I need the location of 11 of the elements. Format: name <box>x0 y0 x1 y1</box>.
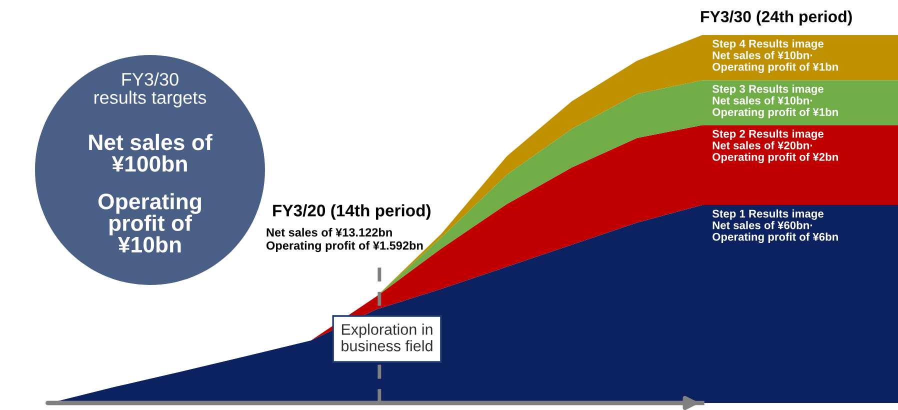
annotation: Net sales of ¥100bn <box>89 134 212 172</box>
series-label: Step 2 Results image Net sales of ¥20bn· Operating profit of ¥2bn <box>712 130 838 164</box>
annotation: Operating profit of ¥10bn <box>98 193 201 253</box>
annotation: FY3/30 results targets <box>94 72 206 108</box>
annotation: FY3/20 (14th period) <box>273 204 430 220</box>
series-label: Step 3 Results image Net sales of ¥10bn· Operating profit of ¥1bn <box>712 84 838 118</box>
series-label: Step 4 Results image Net sales of ¥10bn· Operating profit of ¥1bn <box>712 39 838 73</box>
text: FY3/30 (24th period) <box>701 10 852 26</box>
annotation: Exploration in business field <box>342 324 432 352</box>
series-label: Step 1 Results image Net sales of ¥60bn· Operating profit of ¥6bn <box>712 209 838 244</box>
annotation: Net sales of ¥13.122bn Operating profit of ¥1.592bn <box>266 228 423 252</box>
